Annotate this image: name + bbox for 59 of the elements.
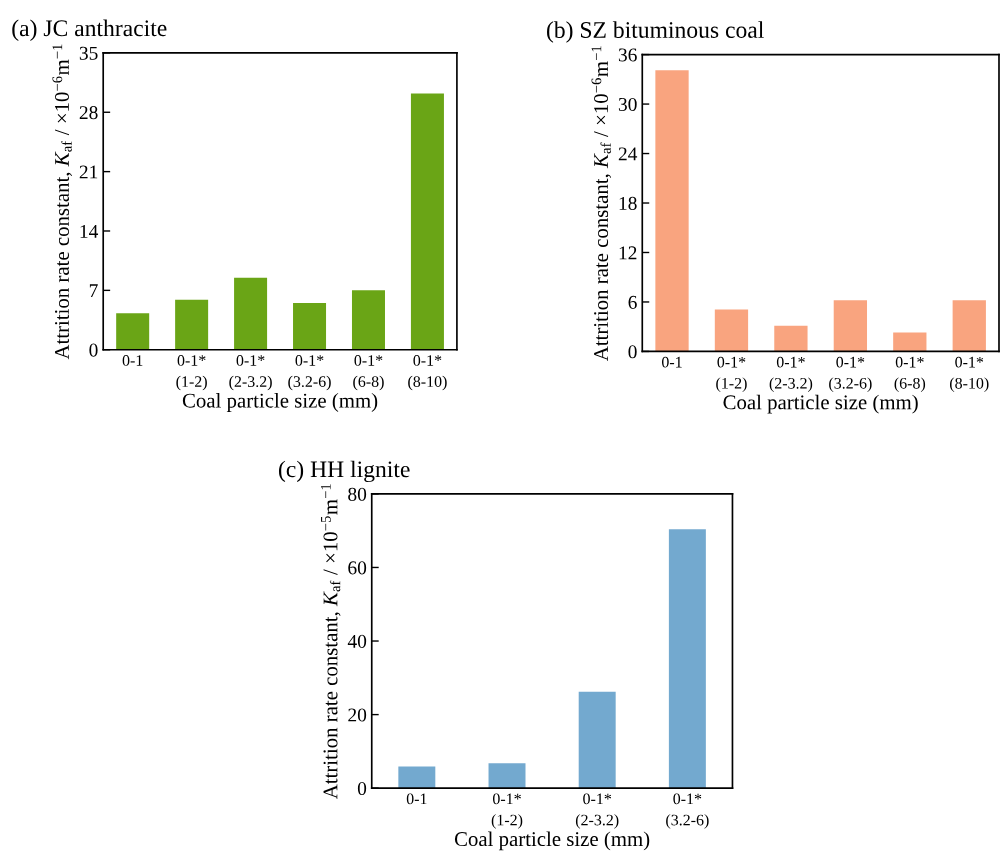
bar bbox=[668, 529, 706, 789]
y-tick-label: 60 bbox=[348, 561, 367, 575]
y-tick-label: 18 bbox=[619, 196, 637, 210]
y-tick-label: 40 bbox=[347, 634, 367, 648]
y-tick-label: 80 bbox=[348, 487, 367, 501]
bar bbox=[398, 766, 436, 789]
x-tick-label: 0-1* (8-10) bbox=[950, 356, 989, 392]
x-tick-label: 0-1* (1-2) bbox=[176, 355, 207, 391]
y-tick-label: 20 bbox=[348, 708, 367, 722]
x-tick-label: 0-1* (8-10) bbox=[408, 355, 447, 391]
y-tick-label: 28 bbox=[79, 106, 98, 120]
bar bbox=[833, 300, 868, 352]
y-tick-label: 24 bbox=[618, 147, 638, 161]
x-tick-label: 0-1* (2-3.2) bbox=[229, 355, 272, 391]
bar bbox=[175, 299, 209, 350]
bar bbox=[893, 332, 927, 352]
bar bbox=[293, 303, 327, 350]
y-tick-label: 7 bbox=[89, 284, 98, 298]
y-tick-label: 6 bbox=[628, 295, 637, 309]
x-axis-title: Coal particle size (mm) bbox=[182, 392, 378, 412]
x-axis-title: Coal particle size (mm) bbox=[454, 831, 650, 851]
x-tick-label: 0-1 bbox=[661, 356, 682, 368]
x-tick-label: 0-1 bbox=[406, 793, 427, 805]
chart-title: (a) JC anthracite bbox=[12, 19, 167, 42]
x-axis-title: Coal particle size (mm) bbox=[723, 394, 918, 414]
x-tick-label: 0-1* (3.2-6) bbox=[829, 356, 872, 392]
y-tick-label: 0 bbox=[628, 345, 637, 359]
x-tick-label: 0-1* (2-3.2) bbox=[575, 793, 619, 829]
bar bbox=[234, 277, 268, 350]
y-tick-label: 14 bbox=[80, 224, 99, 238]
y-axis-title: Attrition rate constant, K$_{af}$ / ×10$^{−6}$m$^{−1}$ bbox=[52, 44, 72, 360]
bar bbox=[488, 763, 526, 789]
chart-title: (c) HH lignite bbox=[278, 460, 410, 483]
x-tick-label: 0-1* (1-2) bbox=[491, 793, 523, 829]
x-tick-label: 0-1* (6-8) bbox=[353, 355, 384, 391]
chart-title: (b) SZ bituminous coal bbox=[547, 21, 764, 43]
bar bbox=[714, 309, 749, 352]
bar bbox=[410, 93, 444, 350]
x-tick-label: 0-1* (2-3.2) bbox=[769, 356, 813, 392]
x-tick-label: 0-1* (3.2-6) bbox=[288, 355, 331, 391]
bar bbox=[351, 290, 385, 350]
y-tick-label: 21 bbox=[79, 165, 98, 179]
x-tick-label: 0-1* (6-8) bbox=[894, 356, 926, 392]
x-tick-label: 0-1* (1-2) bbox=[716, 356, 747, 392]
y-axis-title: Attrition rate constant, K$_{af}$ / ×10$^{−6}$m$^{−1}$ bbox=[591, 46, 612, 362]
y-tick-label: 0 bbox=[357, 781, 367, 796]
bar bbox=[655, 70, 689, 352]
y-tick-label: 12 bbox=[619, 246, 637, 260]
bar bbox=[774, 325, 808, 352]
y-tick-label: 36 bbox=[618, 48, 637, 62]
bar bbox=[116, 313, 150, 350]
x-tick-label: 0-1* (3.2-6) bbox=[666, 793, 709, 829]
y-tick-label: 0 bbox=[89, 343, 98, 357]
bar bbox=[952, 300, 986, 352]
y-tick-label: 30 bbox=[618, 97, 637, 111]
x-tick-label: 0-1 bbox=[122, 355, 143, 366]
y-axis-title: Attrition rate constant, K$_{af}$ / ×10$^{−5}$m$^{−1}$ bbox=[320, 484, 341, 800]
y-tick-label: 35 bbox=[79, 46, 98, 60]
bar bbox=[578, 691, 616, 789]
